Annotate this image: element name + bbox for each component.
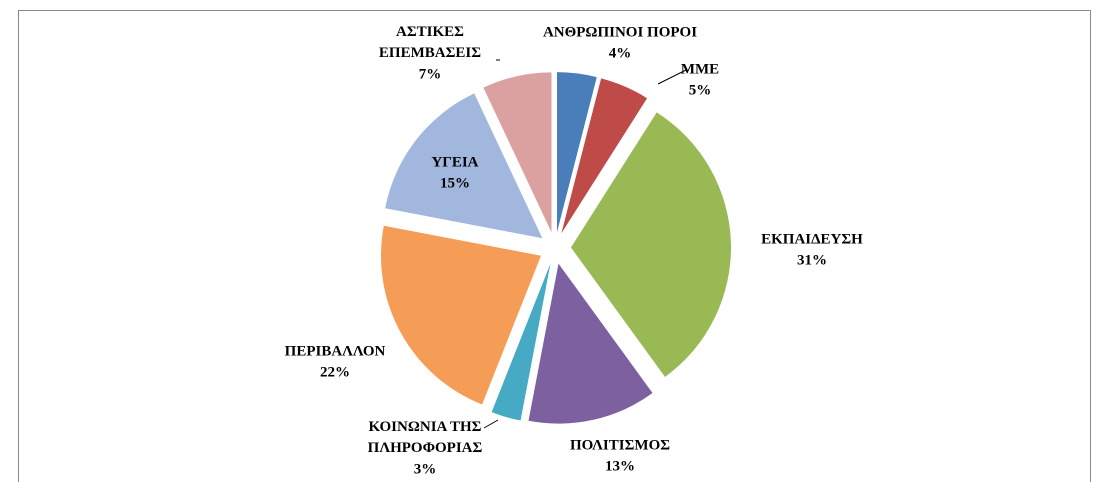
slice-value-label: 31%	[797, 252, 827, 268]
pie-slice	[561, 78, 648, 234]
slice-value-label: 3%	[414, 461, 437, 477]
slice-value-label: 4%	[609, 45, 632, 61]
pie-slice	[491, 263, 551, 421]
slice-label: ΥΓΕΙΑ	[431, 154, 478, 170]
slice-label: ΚΟΙΝΩΝΙΑ ΤΗΣ ΠΛΗΡΟΦΟΡΙΑΣ	[368, 419, 483, 456]
slice-value-label: 22%	[320, 364, 350, 380]
slice-label: ΕΚΠΑΙΔΕΥΣΗ	[761, 231, 863, 247]
leader-line	[657, 69, 687, 85]
slice-label: ΠΟΛΙΤΙΣΜΟΣ	[570, 437, 670, 453]
slice-value-label: 13%	[605, 458, 635, 474]
pie-slice	[385, 93, 543, 239]
slice-value-label: 5%	[689, 82, 712, 98]
chart-frame	[18, 10, 1091, 482]
pie-slice	[483, 72, 552, 233]
slice-label: ΠΕΡΙΒΑΛΛΟΝ	[285, 343, 386, 359]
slice-value-label: 7%	[419, 66, 442, 82]
slice-label: ΑΝΘΡΩΠΙΝΟΙ ΠΟΡΟΙ	[543, 24, 697, 40]
leader-line	[483, 419, 499, 429]
slice-value-label: 15%	[440, 175, 470, 191]
pie-slice	[528, 263, 653, 424]
pie-slice	[570, 112, 731, 377]
slice-label: ΜΜΕ	[681, 61, 719, 77]
pie-slice	[557, 72, 597, 233]
pie-slice	[380, 225, 541, 405]
slice-label: ΑΣΤΙΚΕΣ ΕΠΕΜΒΑΣΕΙΣ	[379, 24, 481, 61]
